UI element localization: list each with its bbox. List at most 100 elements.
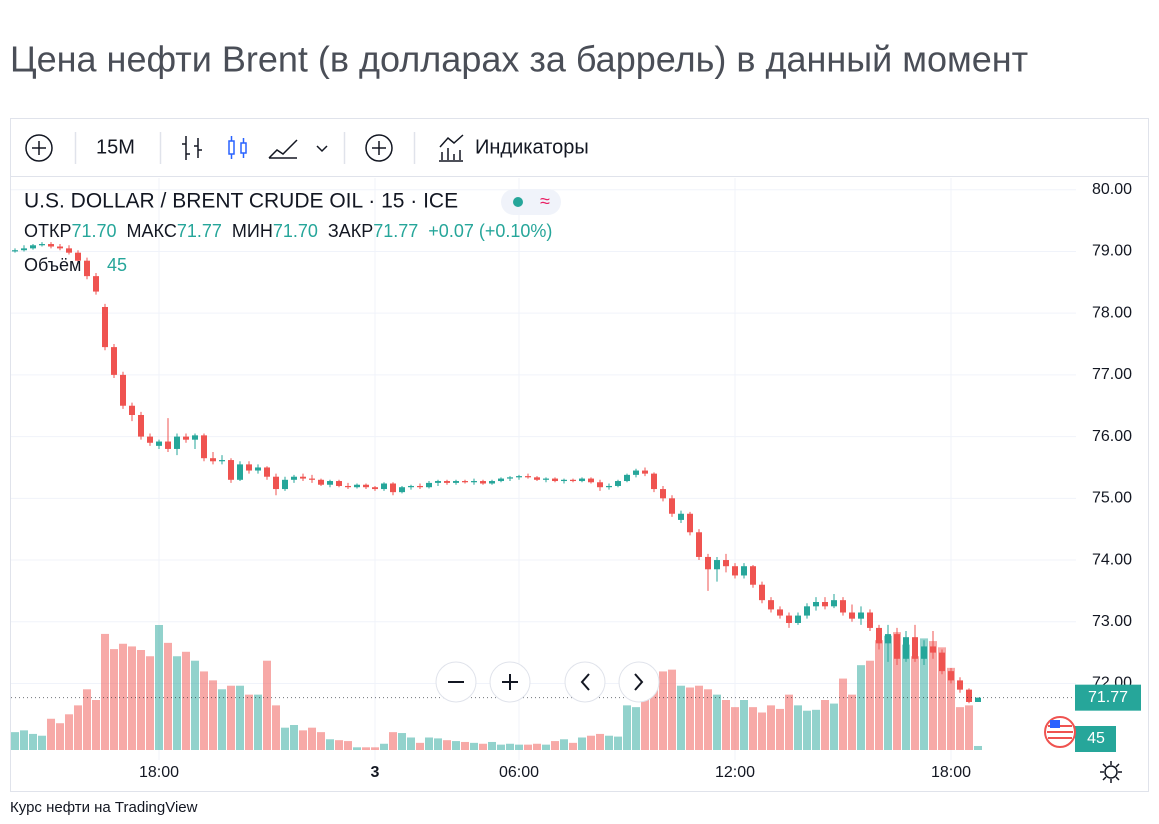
- ohlc-name: МАКС: [127, 221, 177, 241]
- style-dropdown[interactable]: [316, 145, 328, 153]
- settings-icon[interactable]: [1100, 761, 1122, 783]
- candle-body: [111, 347, 117, 375]
- volume-bar: [758, 712, 766, 750]
- volume-bar: [596, 733, 604, 750]
- candle-body: [309, 478, 315, 480]
- volume-bar: [407, 737, 415, 750]
- volume-bar: [191, 660, 199, 750]
- delay-icon: ≈: [540, 191, 550, 211]
- volume-bar: [389, 732, 397, 750]
- x-tick-label: 06:00: [499, 764, 539, 781]
- candle-body: [327, 481, 333, 485]
- volume-bar: [470, 742, 478, 750]
- add-symbol-button[interactable]: [25, 134, 53, 162]
- candle-body: [543, 478, 549, 480]
- volume-bar: [821, 700, 829, 750]
- candle-body: [246, 464, 252, 471]
- icon: [502, 674, 518, 690]
- footer-link[interactable]: Курс нефти на TradingView: [10, 799, 198, 816]
- candle-body: [147, 436, 153, 443]
- volume-bar: [155, 625, 163, 750]
- candle-body: [957, 680, 963, 690]
- scroll-right-button[interactable]: [618, 661, 660, 703]
- volume-bar: [533, 743, 541, 750]
- volume-bar: [137, 650, 145, 750]
- indicators-button[interactable]: Индикаторы: [475, 136, 589, 158]
- volume-bar: [668, 669, 676, 750]
- area-style-button[interactable]: [268, 139, 298, 159]
- candle-body: [102, 306, 108, 348]
- candle-body: [768, 600, 774, 610]
- scroll-left-button[interactable]: [564, 661, 606, 703]
- volume-bar: [236, 685, 244, 750]
- plot: 72.0073.0074.0075.0076.0077.0078.0079.00…: [11, 178, 1141, 781]
- candle-body: [696, 532, 702, 557]
- candle-body: [516, 476, 522, 478]
- volume-bar: [83, 689, 91, 750]
- volume-bar: [866, 660, 874, 750]
- candle-body: [93, 276, 99, 292]
- candle-body: [120, 374, 126, 406]
- candle-body: [723, 560, 729, 567]
- volume-bar: [911, 656, 919, 750]
- candle-body: [489, 481, 495, 484]
- candle-body: [192, 435, 198, 440]
- candle-body: [750, 566, 756, 585]
- candle-body: [660, 489, 666, 499]
- candle-body: [714, 560, 720, 570]
- candle-body: [615, 481, 621, 486]
- candle-body: [75, 252, 81, 261]
- volume-bar: [29, 733, 37, 750]
- volume-bar: [398, 733, 406, 750]
- volume-bar: [38, 735, 46, 750]
- volume-bar: [641, 700, 649, 750]
- y-tick-label: 77.00: [1092, 366, 1132, 383]
- volume-bar: [974, 745, 982, 750]
- interval-button[interactable]: 15M: [96, 136, 135, 158]
- candle-body: [903, 637, 909, 659]
- volume-bar: [902, 644, 910, 750]
- volume-bar: [605, 735, 613, 750]
- volume-bar: [353, 747, 361, 750]
- candle-body: [408, 485, 414, 488]
- volume-bar: [218, 689, 226, 750]
- candle-body: [426, 482, 432, 488]
- ohlc-value: 71.77: [177, 221, 222, 241]
- flag-icon: [1044, 716, 1076, 748]
- candle-body: [21, 248, 27, 251]
- bars-style-button[interactable]: [182, 136, 202, 160]
- ohlc-value: 71.70: [72, 221, 117, 241]
- ohlc-name: ОТКР: [24, 221, 72, 241]
- volume-bar: [263, 660, 271, 750]
- volume-bar: [569, 742, 577, 750]
- candle-body: [966, 689, 972, 702]
- nav-buttons: [435, 661, 660, 703]
- compare-button[interactable]: [365, 134, 393, 162]
- volume-bar: [65, 714, 73, 750]
- volume-bar: [794, 705, 802, 750]
- volume-bar: [101, 633, 109, 750]
- candle-body: [345, 485, 351, 488]
- candle-body: [642, 470, 648, 474]
- volume-bar: [560, 739, 568, 750]
- candle-body: [318, 479, 324, 485]
- candle-body: [471, 481, 477, 483]
- volume-bar: [47, 718, 55, 750]
- volume-bar: [776, 708, 784, 750]
- candle-body: [741, 566, 747, 576]
- y-tick-label: 76.00: [1092, 428, 1132, 445]
- volume-bar: [767, 705, 775, 750]
- candle-body: [786, 615, 792, 623]
- volume-bar: [281, 727, 289, 750]
- candles-style-button[interactable]: [228, 136, 247, 159]
- candle-body: [669, 498, 675, 514]
- candle-body: [12, 250, 18, 252]
- volume-bar: [749, 707, 757, 750]
- volume-bar: [461, 741, 469, 750]
- candle-body: [237, 464, 243, 480]
- volume-bar: [452, 741, 460, 750]
- volume-bar: [650, 683, 658, 750]
- volume-bar: [947, 667, 955, 750]
- volume-bar: [272, 705, 280, 750]
